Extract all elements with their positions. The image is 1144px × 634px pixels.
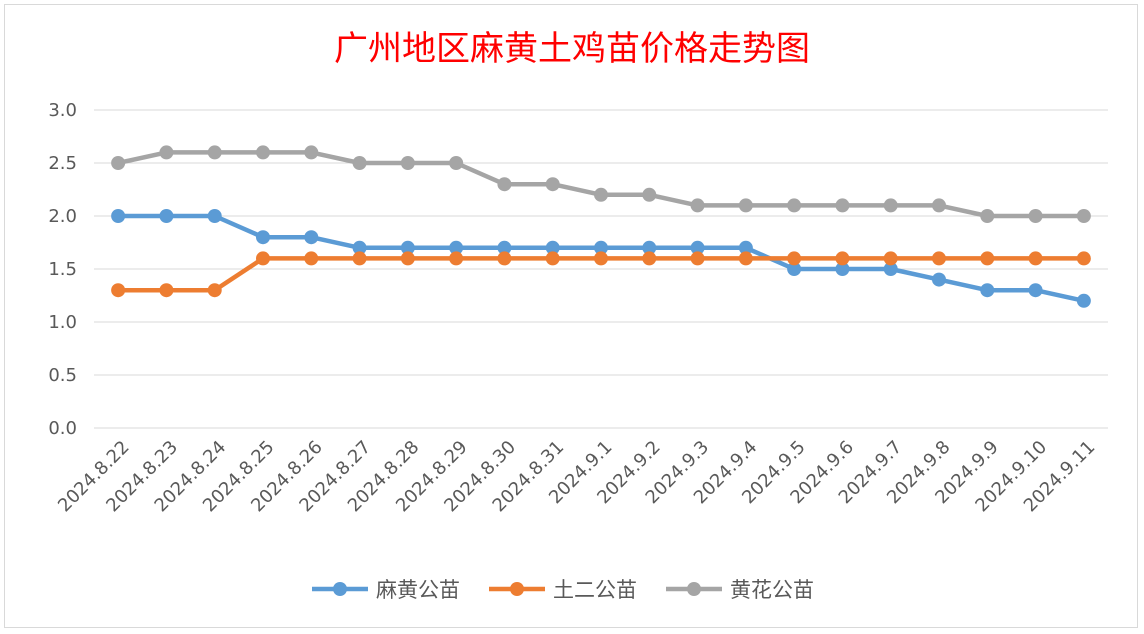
data-point [304,230,319,245]
data-point [690,251,705,266]
data-point [111,156,126,170]
y-axis-ticks: 0.0 0.5 1.0 1.5 2.0 2.5 3.0 [48,100,77,439]
y-tick-label: 2.5 [48,153,77,174]
data-point [159,283,174,298]
data-point [497,240,512,255]
data-point [207,145,222,160]
y-tick-label: 3.0 [48,100,77,121]
data-point [932,251,946,266]
data-point [256,230,270,245]
data-point [642,240,657,255]
legend-item-2: 黄花公苗 [666,578,814,602]
legend-label: 土二公苗 [553,578,637,602]
data-point [1076,251,1091,266]
data-point [159,145,174,160]
data-point [980,251,995,266]
legend-label: 黄花公苗 [730,578,814,602]
data-point [111,209,126,223]
data-point [980,283,995,298]
data-point [1028,283,1043,298]
legend-marker [333,582,347,596]
data-point [352,156,367,170]
data-point [932,272,946,287]
y-tick-label: 0.5 [48,365,77,386]
data-point [449,251,464,266]
data-point [738,198,753,213]
data-point [642,251,657,266]
data-point [111,283,126,298]
series-0 [111,209,1091,308]
data-point [497,177,512,192]
y-tick-label: 2.0 [48,206,77,227]
data-point [787,251,802,266]
legend-marker [510,582,524,596]
data-point [304,145,319,160]
data-point [883,251,898,266]
data-point [1028,209,1043,223]
legend-marker [687,582,701,596]
legend-item-0: 麻黄公苗 [312,578,460,602]
data-point [545,177,560,192]
data-point [883,198,898,213]
legend-label: 麻黄公苗 [376,578,460,602]
series-1 [111,251,1091,298]
chart-frame [4,4,1138,628]
data-point [738,251,753,266]
data-point [594,240,608,255]
data-point [835,198,850,213]
data-point [497,251,512,266]
data-point [594,251,608,266]
data-point [207,283,222,298]
data-point [787,198,802,213]
legend-item-1: 土二公苗 [489,578,637,602]
data-point [545,240,560,255]
y-tick-label: 0.0 [48,418,77,439]
data-point [352,251,367,266]
data-point [932,198,946,213]
chart-title: 广州地区麻黄土鸡苗价格走势图 [334,29,810,69]
data-point [400,156,415,170]
data-point [787,262,802,276]
gridlines [94,109,1108,429]
data-point [545,251,560,266]
data-point [304,251,319,266]
data-point [1076,209,1091,223]
data-point [449,240,464,255]
data-point [352,240,367,255]
data-point [690,240,705,255]
data-point [980,209,995,223]
data-point [207,209,222,223]
data-point [690,198,705,213]
data-point [883,262,898,276]
data-point [835,251,850,266]
x-axis-ticks: 2024.8.222024.8.232024.8.242024.8.252024… [54,437,1099,517]
data-point [738,240,753,255]
data-point [400,240,415,255]
data-point [835,262,850,276]
data-point [400,251,415,266]
legend: 麻黄公苗 土二公苗 黄花公苗 [312,578,814,602]
data-point [1028,251,1043,266]
data-point [256,145,270,160]
data-point [1076,293,1091,308]
data-point [642,187,657,202]
series-group [111,145,1091,308]
data-point [594,187,608,202]
y-tick-label: 1.5 [48,259,77,280]
y-tick-label: 1.0 [48,312,77,333]
data-point [449,156,464,170]
series-2 [111,145,1091,223]
data-point [256,251,270,266]
data-point [159,209,174,223]
